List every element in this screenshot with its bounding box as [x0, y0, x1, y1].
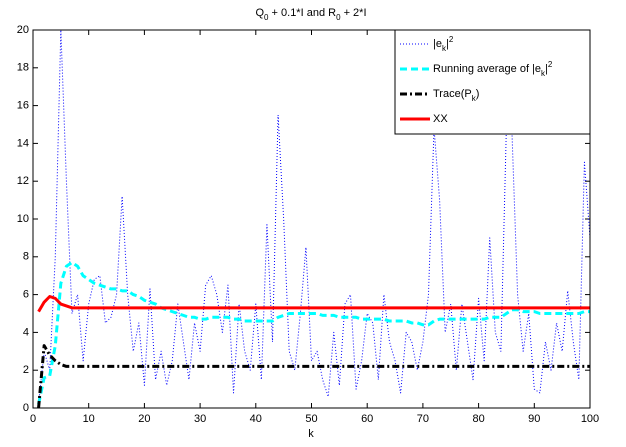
x-tick-label: 20: [138, 413, 150, 425]
y-tick-label: 2: [23, 364, 29, 376]
x-tick-label: 80: [472, 413, 484, 425]
y-tick-label: 4: [23, 326, 29, 338]
legend-box: [394, 29, 591, 135]
x-tick-label: 100: [581, 413, 599, 425]
data-line: [38, 29, 591, 405]
y-tick-label: 14: [17, 137, 29, 149]
x-axis-label: k: [308, 428, 314, 440]
y-tick-label: 10: [17, 213, 29, 225]
y-tick-label: 8: [23, 251, 29, 263]
x-tick-label: 60: [361, 413, 373, 425]
y-tick-label: 18: [17, 62, 29, 74]
legend-label: |ek|2: [433, 35, 454, 53]
x-tick-label: 0: [30, 413, 36, 425]
y-tick-label: 20: [17, 24, 29, 36]
x-tick-label: 50: [305, 413, 317, 425]
y-tick-label: 12: [17, 175, 29, 187]
x-tick-label: 90: [528, 413, 540, 425]
plot-frame: [32, 29, 591, 409]
x-tick-label: 70: [417, 413, 429, 425]
y-tick-label: 16: [17, 100, 29, 112]
y-tick-label: 6: [23, 289, 29, 301]
legend-label: XX: [433, 113, 448, 125]
chart-title: Q0 + 0.1*I and R0 + 2*I: [255, 7, 366, 22]
legend-label: Running average of |ek|2: [433, 60, 553, 78]
data-line: [37, 294, 590, 313]
data-line: [37, 344, 590, 409]
x-tick-label: 30: [194, 413, 206, 425]
legend-label: Trace(Pk): [433, 88, 479, 103]
x-tick-label: 40: [250, 413, 262, 425]
data-line: [37, 260, 590, 405]
y-tick-label: 0: [23, 402, 29, 414]
x-tick-label: 10: [83, 413, 95, 425]
